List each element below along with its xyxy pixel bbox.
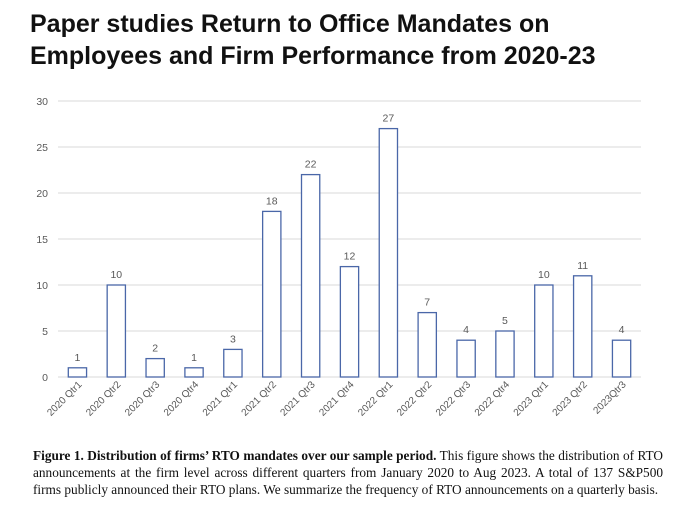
data-label: 27 (383, 113, 395, 125)
data-label: 18 (266, 195, 278, 207)
bar (184, 367, 204, 378)
x-tick-label: 2021 Qtr1 (201, 379, 241, 419)
x-tick-label: 2022 Qtr3 (434, 379, 474, 419)
bar (300, 173, 321, 378)
data-label: 4 (619, 324, 625, 336)
bar (223, 348, 243, 378)
y-tick-label: 30 (36, 96, 48, 108)
x-tick-label: 2020 Qtr3 (123, 379, 163, 419)
x-tick-label: 2020 Qtr1 (45, 379, 85, 419)
bar (106, 284, 127, 378)
bar (339, 265, 360, 378)
caption-label: Figure 1. Distribution of firms’ RTO man… (33, 448, 437, 463)
x-tick-label: 2022 Qtr2 (395, 379, 435, 419)
bar (611, 339, 632, 378)
bar (572, 275, 593, 378)
bar (67, 367, 88, 378)
data-label: 1 (75, 352, 81, 364)
data-label: 22 (305, 159, 317, 171)
data-label: 10 (110, 269, 122, 281)
bar (534, 284, 554, 378)
bar (495, 330, 515, 378)
data-label: 2 (152, 343, 158, 355)
data-label: 5 (502, 315, 508, 327)
bar (145, 357, 165, 378)
data-label: 12 (344, 251, 356, 263)
bars (67, 127, 632, 378)
bar (456, 339, 476, 378)
data-label: 3 (230, 333, 236, 345)
x-axis-ticks: 2020 Qtr1 2020 Qtr2 2020 Qtr3 2020 Qtr4 2021… (45, 379, 629, 419)
data-label: 1 (191, 352, 197, 364)
caption-text: This figure shows the distribution of RT… (33, 448, 664, 497)
x-tick-label: 2020 Qtr4 (162, 379, 202, 419)
x-tick-label: 2022 Qtr1 (356, 379, 396, 419)
y-tick-label: 25 (36, 142, 48, 154)
x-tick-label: 2021 Qtr2 (240, 379, 280, 419)
y-tick-label: 15 (36, 234, 48, 246)
data-label: 10 (538, 269, 550, 281)
bar-chart: 0 5 10 15 20 25 30 1 10 2 1 3 18 22 12 27 7 4 5 10 11 4 2020… (36, 96, 641, 419)
figure-caption: Figure 1. Distribution of firms’ RTO man… (33, 447, 663, 498)
bar (378, 127, 399, 378)
y-tick-label: 10 (36, 280, 48, 292)
x-tick-label: 2023 Qtr1 (512, 379, 552, 419)
bar (261, 210, 282, 378)
data-label: 7 (424, 297, 430, 309)
x-tick-label: 2023 Qtr2 (551, 379, 591, 419)
page-title: Paper studies Return to Office Mandates … (30, 10, 596, 70)
x-tick-label: 2020 Qtr2 (84, 379, 124, 419)
y-tick-label: 5 (42, 326, 48, 338)
x-tick-label: 2022 Qtr4 (473, 379, 513, 419)
bar (417, 311, 438, 378)
x-tick-label: 2021 Qtr4 (317, 379, 357, 419)
data-label: 11 (577, 260, 588, 272)
x-tick-label: 2023Qtr3 (591, 379, 629, 417)
y-tick-label: 20 (36, 188, 48, 200)
data-labels: 1 10 2 1 3 18 22 12 27 7 4 5 10 11 4 (75, 113, 625, 364)
data-label: 4 (463, 324, 469, 336)
x-tick-label: 2021 Qtr3 (279, 379, 319, 419)
y-tick-label: 0 (42, 372, 48, 384)
y-axis-ticks: 0 5 10 15 20 25 30 (36, 96, 48, 384)
